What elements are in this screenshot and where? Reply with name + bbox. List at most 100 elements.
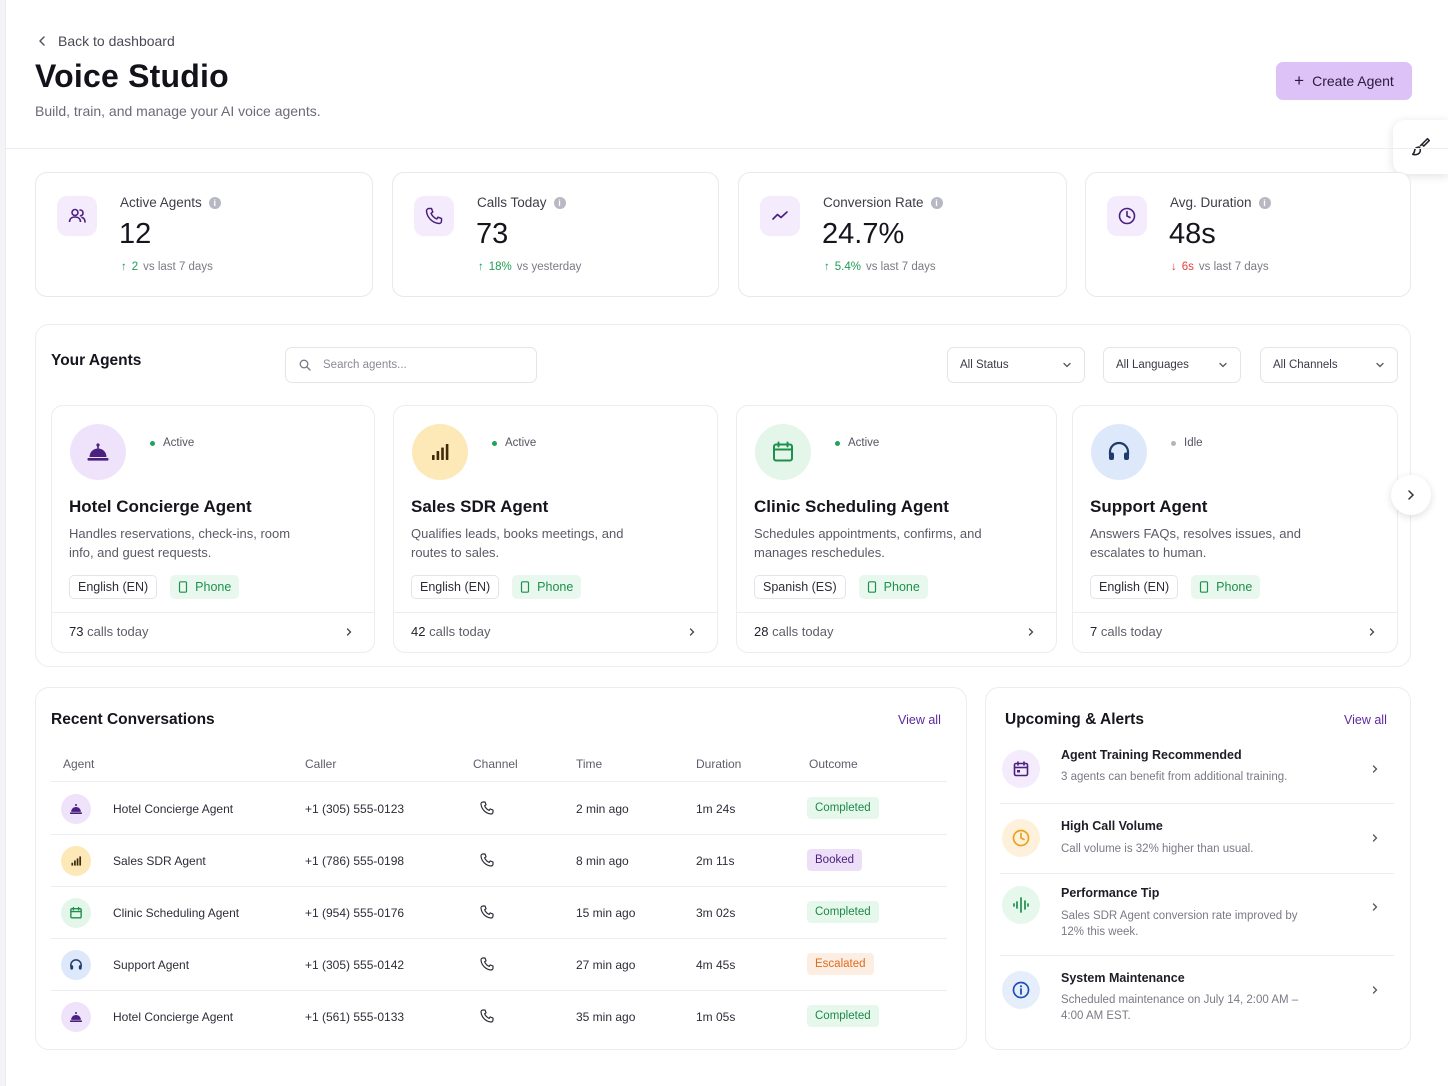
chevron-down-icon [1219,362,1227,368]
status-indicator: Idle [1171,437,1203,449]
agent-card-hotel-concierge[interactable]: Active Hotel Concierge Agent Handles res… [51,405,375,653]
stat-card-calls-today: Calls Today i 73 ↑ 18% vs yesterday [392,172,719,297]
alert-item[interactable]: High Call Volume Call volume is 32% high… [1000,804,1394,874]
phone-icon [480,905,494,919]
calls-today: 7 calls today [1090,624,1162,639]
stat-label: Calls Today [477,195,547,210]
customize-tab[interactable] [1393,120,1448,174]
phone-icon [480,801,494,815]
alert-description: Sales SDR Agent conversion rate improved… [1061,910,1298,938]
agent-card-clinic-scheduling[interactable]: Active Clinic Scheduling Agent Schedules… [736,405,1057,653]
stat-compare: vs last 7 days [143,261,213,273]
search-icon [299,359,311,371]
page-title: Voice Studio [35,58,229,94]
status-label: Active [163,437,195,449]
chevron-right-icon [346,628,352,636]
caller-cell: +1 (786) 555-0198 [305,854,405,868]
alert-item[interactable]: System Maintenance Scheduled maintenance… [1000,956,1394,1041]
status-indicator: Active [150,437,194,449]
page-subtitle: Build, train, and manage your AI voice a… [35,103,321,119]
status-indicator: Active [492,437,536,449]
agent-name: Hotel Concierge Agent [69,497,252,516]
agent-description: Schedules appointments, confirms, and ma… [754,526,982,560]
next-agents-button[interactable] [1391,475,1431,515]
chevron-down-icon [1376,362,1384,368]
voice-studio-page: Back to dashboard Voice Studio Build, tr… [5,0,1448,1086]
time-cell: 35 min ago [576,1010,636,1024]
channel-filter[interactable]: All Channels [1260,347,1398,383]
agent-card-support[interactable]: Idle Support Agent Answers FAQs, resolve… [1072,405,1398,653]
concierge-bell-icon [70,424,126,480]
language-filter[interactable]: All Languages [1103,347,1241,383]
channel-label: Phone [195,580,232,594]
stat-delta: 18% [488,261,512,273]
caller-cell: +1 (305) 555-0142 [305,958,405,972]
waveform-icon [1002,886,1040,924]
view-all-alerts-link[interactable]: View all [1344,713,1387,727]
card-divider [52,612,374,613]
search-input[interactable] [323,359,513,371]
chevron-right-icon [1372,986,1378,994]
chevron-right-icon [1372,834,1378,842]
calendar-icon [1002,750,1040,788]
chevron-left-icon [39,36,45,46]
alert-description: Scheduled maintenance on July 14, 2:00 A… [1061,994,1299,1022]
table-row[interactable]: Hotel Concierge Agent +1 (561) 555-0133 … [51,991,947,1043]
calls-today: 73 calls today [69,624,149,639]
agent-card-sales-sdr[interactable]: Active Sales SDR Agent Qualifies leads, … [393,405,718,653]
create-agent-button[interactable]: + Create Agent [1276,62,1412,100]
create-agent-label: Create Agent [1312,73,1394,89]
channel-chip: Phone [858,575,928,599]
info-icon[interactable]: i [930,196,943,209]
chevron-right-icon [1408,490,1415,500]
stat-value: 24.7% [822,218,905,250]
status-filter[interactable]: All Status [947,347,1085,383]
stat-value: 48s [1169,218,1216,250]
outcome-badge: Escalated [807,953,874,975]
channel-chip: Phone [512,575,582,599]
stat-label: Active Agents [120,195,202,210]
section-title: Your Agents [51,352,142,369]
channel-chip: Phone [170,575,240,599]
alert-title: High Call Volume [1061,819,1163,833]
plus-icon: + [1294,70,1305,90]
column-header: Time [576,757,603,771]
calls-count: 7 [1090,624,1098,639]
duration-cell: 4m 45s [696,958,736,972]
table-row[interactable]: Hotel Concierge Agent +1 (305) 555-0123 … [51,783,947,835]
column-header: Channel [473,757,518,771]
status-dot [492,440,497,446]
search-box[interactable] [285,347,537,383]
paintbrush-icon [1411,137,1431,156]
alert-item[interactable]: Agent Training Recommended 3 agents can … [1000,736,1394,804]
card-divider [394,612,717,613]
filter-label: All Channels [1273,359,1338,371]
language-chip: English (EN) [1090,575,1179,599]
alert-title: Agent Training Recommended [1061,748,1242,762]
mobile-phone-icon [521,581,530,593]
info-icon[interactable]: i [553,196,566,209]
alert-item[interactable]: Performance Tip Sales SDR Agent conversi… [1000,874,1394,956]
calls-today: 42 calls today [411,624,491,639]
table-row[interactable]: Sales SDR Agent +1 (786) 555-0198 8 min … [51,835,947,887]
back-to-dashboard-link[interactable]: Back to dashboard [36,33,175,49]
calls-today: 28 calls today [754,624,834,639]
agent-description: Handles reservations, check-ins, room in… [69,526,291,560]
info-icon[interactable]: i [1258,196,1271,209]
calls-suffix: calls today [1100,624,1163,639]
view-all-conversations-link[interactable]: View all [898,713,941,727]
concierge-bell-icon [61,794,91,824]
table-row[interactable]: Support Agent +1 (305) 555-0142 27 min a… [51,939,947,991]
agent-cell: Clinic Scheduling Agent [113,906,240,920]
table-row[interactable]: Clinic Scheduling Agent +1 (954) 555-017… [51,887,947,939]
section-title: Recent Conversations [51,711,215,728]
stat-delta: 2 [131,261,139,273]
calls-count: 28 [754,624,769,639]
time-cell: 2 min ago [576,802,629,816]
agent-name: Support Agent [1090,497,1208,516]
info-icon[interactable]: i [208,196,221,209]
stat-value: 12 [119,218,152,250]
mobile-phone-icon [179,581,188,593]
agent-cell: Sales SDR Agent [113,854,206,868]
outcome-badge: Completed [807,1005,879,1027]
